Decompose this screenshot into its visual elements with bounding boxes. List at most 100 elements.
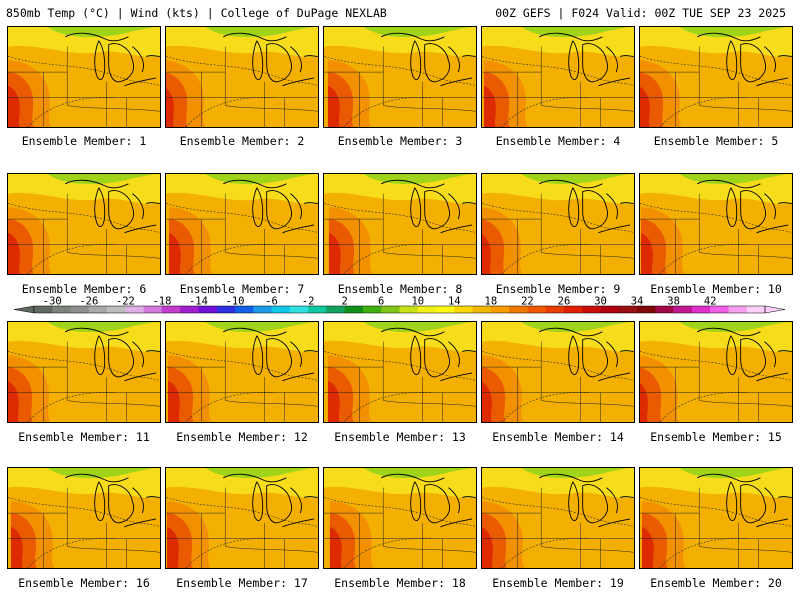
ensemble-member-map — [639, 173, 793, 275]
colorbar-segment — [436, 306, 455, 313]
colorbar-segment — [125, 306, 144, 313]
temperature-field — [324, 322, 476, 422]
ensemble-member-label: Ensemble Member: 12 — [176, 430, 308, 444]
ensemble-member-label: Ensemble Member: 2 — [179, 134, 305, 148]
ensemble-member-map — [639, 467, 793, 569]
colorbar-tick-label: -14 — [189, 296, 208, 308]
ensemble-member-map — [7, 26, 161, 128]
colorbar-tick-label: -18 — [152, 296, 171, 308]
colorbar-segment — [107, 306, 126, 313]
ensemble-member-map — [7, 173, 161, 275]
colorbar-segment — [381, 306, 400, 313]
temperature-field — [324, 468, 476, 568]
colorbar-segment — [52, 306, 71, 313]
colorbar-segment — [618, 306, 638, 313]
ensemble-member-map — [481, 26, 635, 128]
colorbar-segment — [417, 306, 437, 313]
colorbar-segment — [545, 306, 565, 313]
temperature-field — [640, 27, 792, 127]
temperature-field — [8, 322, 160, 422]
colorbar-tick-label: -6 — [265, 296, 278, 308]
colorbar-segment — [180, 306, 199, 313]
colorbar-segment — [710, 306, 729, 313]
colorbar-segment — [655, 306, 674, 313]
colorbar-segment — [235, 306, 254, 313]
temperature-field — [166, 468, 318, 568]
colorbar-tick-label: 10 — [411, 296, 424, 308]
colorbar-segment — [143, 306, 163, 313]
temperature-field — [166, 174, 318, 274]
temperature-field — [166, 322, 318, 422]
ensemble-member-map — [165, 321, 319, 423]
ensemble-member-label: Ensemble Member: 16 — [18, 576, 150, 590]
colorbar-segment — [216, 306, 236, 313]
ensemble-member-label: Ensemble Member: 7 — [179, 282, 305, 296]
temperature-colorbar: -30 -26 -22 -18 -14 -10 -6 -2 2 6 10 14 18 22 26 30 34 38… — [13, 296, 786, 314]
colorbar-segment — [600, 306, 620, 313]
colorbar-segment — [399, 306, 419, 313]
colorbar-segment — [344, 306, 364, 313]
temperature-field — [640, 468, 792, 568]
colorbar-tick-label: -2 — [302, 296, 315, 308]
colorbar-segment — [673, 306, 693, 313]
ensemble-member-map — [165, 26, 319, 128]
colorbar-tick-label: 22 — [521, 296, 534, 308]
temperature-field — [324, 27, 476, 127]
ensemble-member-map — [165, 467, 319, 569]
temperature-field — [8, 27, 160, 127]
ensemble-member-label: Ensemble Member: 4 — [495, 134, 621, 148]
colorbar-tick-label: 6 — [378, 296, 384, 308]
ensemble-member-map — [7, 321, 161, 423]
temperature-field — [640, 322, 792, 422]
ensemble-member-map — [323, 173, 477, 275]
colorbar-segment — [362, 306, 382, 313]
colorbar-segment — [198, 306, 218, 313]
ensemble-member-map — [323, 321, 477, 423]
ensemble-member-label: Ensemble Member: 3 — [337, 134, 463, 148]
colorbar-tick-label: -30 — [43, 296, 62, 308]
colorbar-segment — [161, 306, 181, 313]
ensemble-member-label: Ensemble Member: 11 — [18, 430, 150, 444]
ensemble-member-label: Ensemble Member: 18 — [334, 576, 466, 590]
colorbar-segment — [691, 306, 711, 313]
colorbar-segment — [563, 306, 583, 313]
run-valid-time: 00Z GEFS | F024 Valid: 00Z TUE SEP 23 20… — [495, 6, 786, 20]
colorbar-segment — [527, 306, 546, 313]
temperature-field — [482, 468, 634, 568]
colorbar-segment — [326, 306, 345, 313]
ensemble-member-label: Ensemble Member: 5 — [653, 134, 779, 148]
colorbar-segment — [308, 306, 327, 313]
colorbar-segment — [454, 306, 473, 313]
colorbar-tick-label: 18 — [485, 296, 498, 308]
colorbar-segment — [88, 306, 108, 313]
colorbar-tick-label: 34 — [631, 296, 644, 308]
ensemble-member-map — [481, 467, 635, 569]
colorbar-segment — [509, 306, 528, 313]
colorbar-segment — [289, 306, 309, 313]
colorbar-tick-label: -10 — [226, 296, 245, 308]
colorbar-segment — [34, 306, 53, 313]
colorbar-segment — [70, 306, 90, 313]
ensemble-member-label: Ensemble Member: 6 — [21, 282, 147, 296]
ensemble-member-label: Ensemble Member: 20 — [650, 576, 782, 590]
ensemble-member-map — [7, 467, 161, 569]
ensemble-member-label: Ensemble Member: 1 — [21, 134, 147, 148]
colorbar-tick-label: 38 — [667, 296, 680, 308]
colorbar-segment — [271, 306, 291, 313]
ensemble-member-map — [165, 173, 319, 275]
ensemble-member-label: Ensemble Member: 17 — [176, 576, 308, 590]
ensemble-member-label: Ensemble Member: 9 — [495, 282, 621, 296]
colorbar-tick-label: 42 — [704, 296, 717, 308]
colorbar-max-arrow — [764, 305, 786, 314]
ensemble-member-label: Ensemble Member: 10 — [650, 282, 782, 296]
colorbar-min-arrow — [13, 305, 35, 314]
colorbar-segment — [253, 306, 272, 313]
ensemble-member-map — [639, 321, 793, 423]
colorbar-tick-label: 2 — [342, 296, 348, 308]
temperature-field — [324, 174, 476, 274]
ensemble-member-map — [323, 26, 477, 128]
map-title: 850mb Temp (°C) | Wind (kts) | College o… — [6, 6, 387, 20]
colorbar-segment — [582, 306, 601, 313]
ensemble-member-label: Ensemble Member: 8 — [337, 282, 463, 296]
colorbar-segment — [746, 306, 766, 313]
